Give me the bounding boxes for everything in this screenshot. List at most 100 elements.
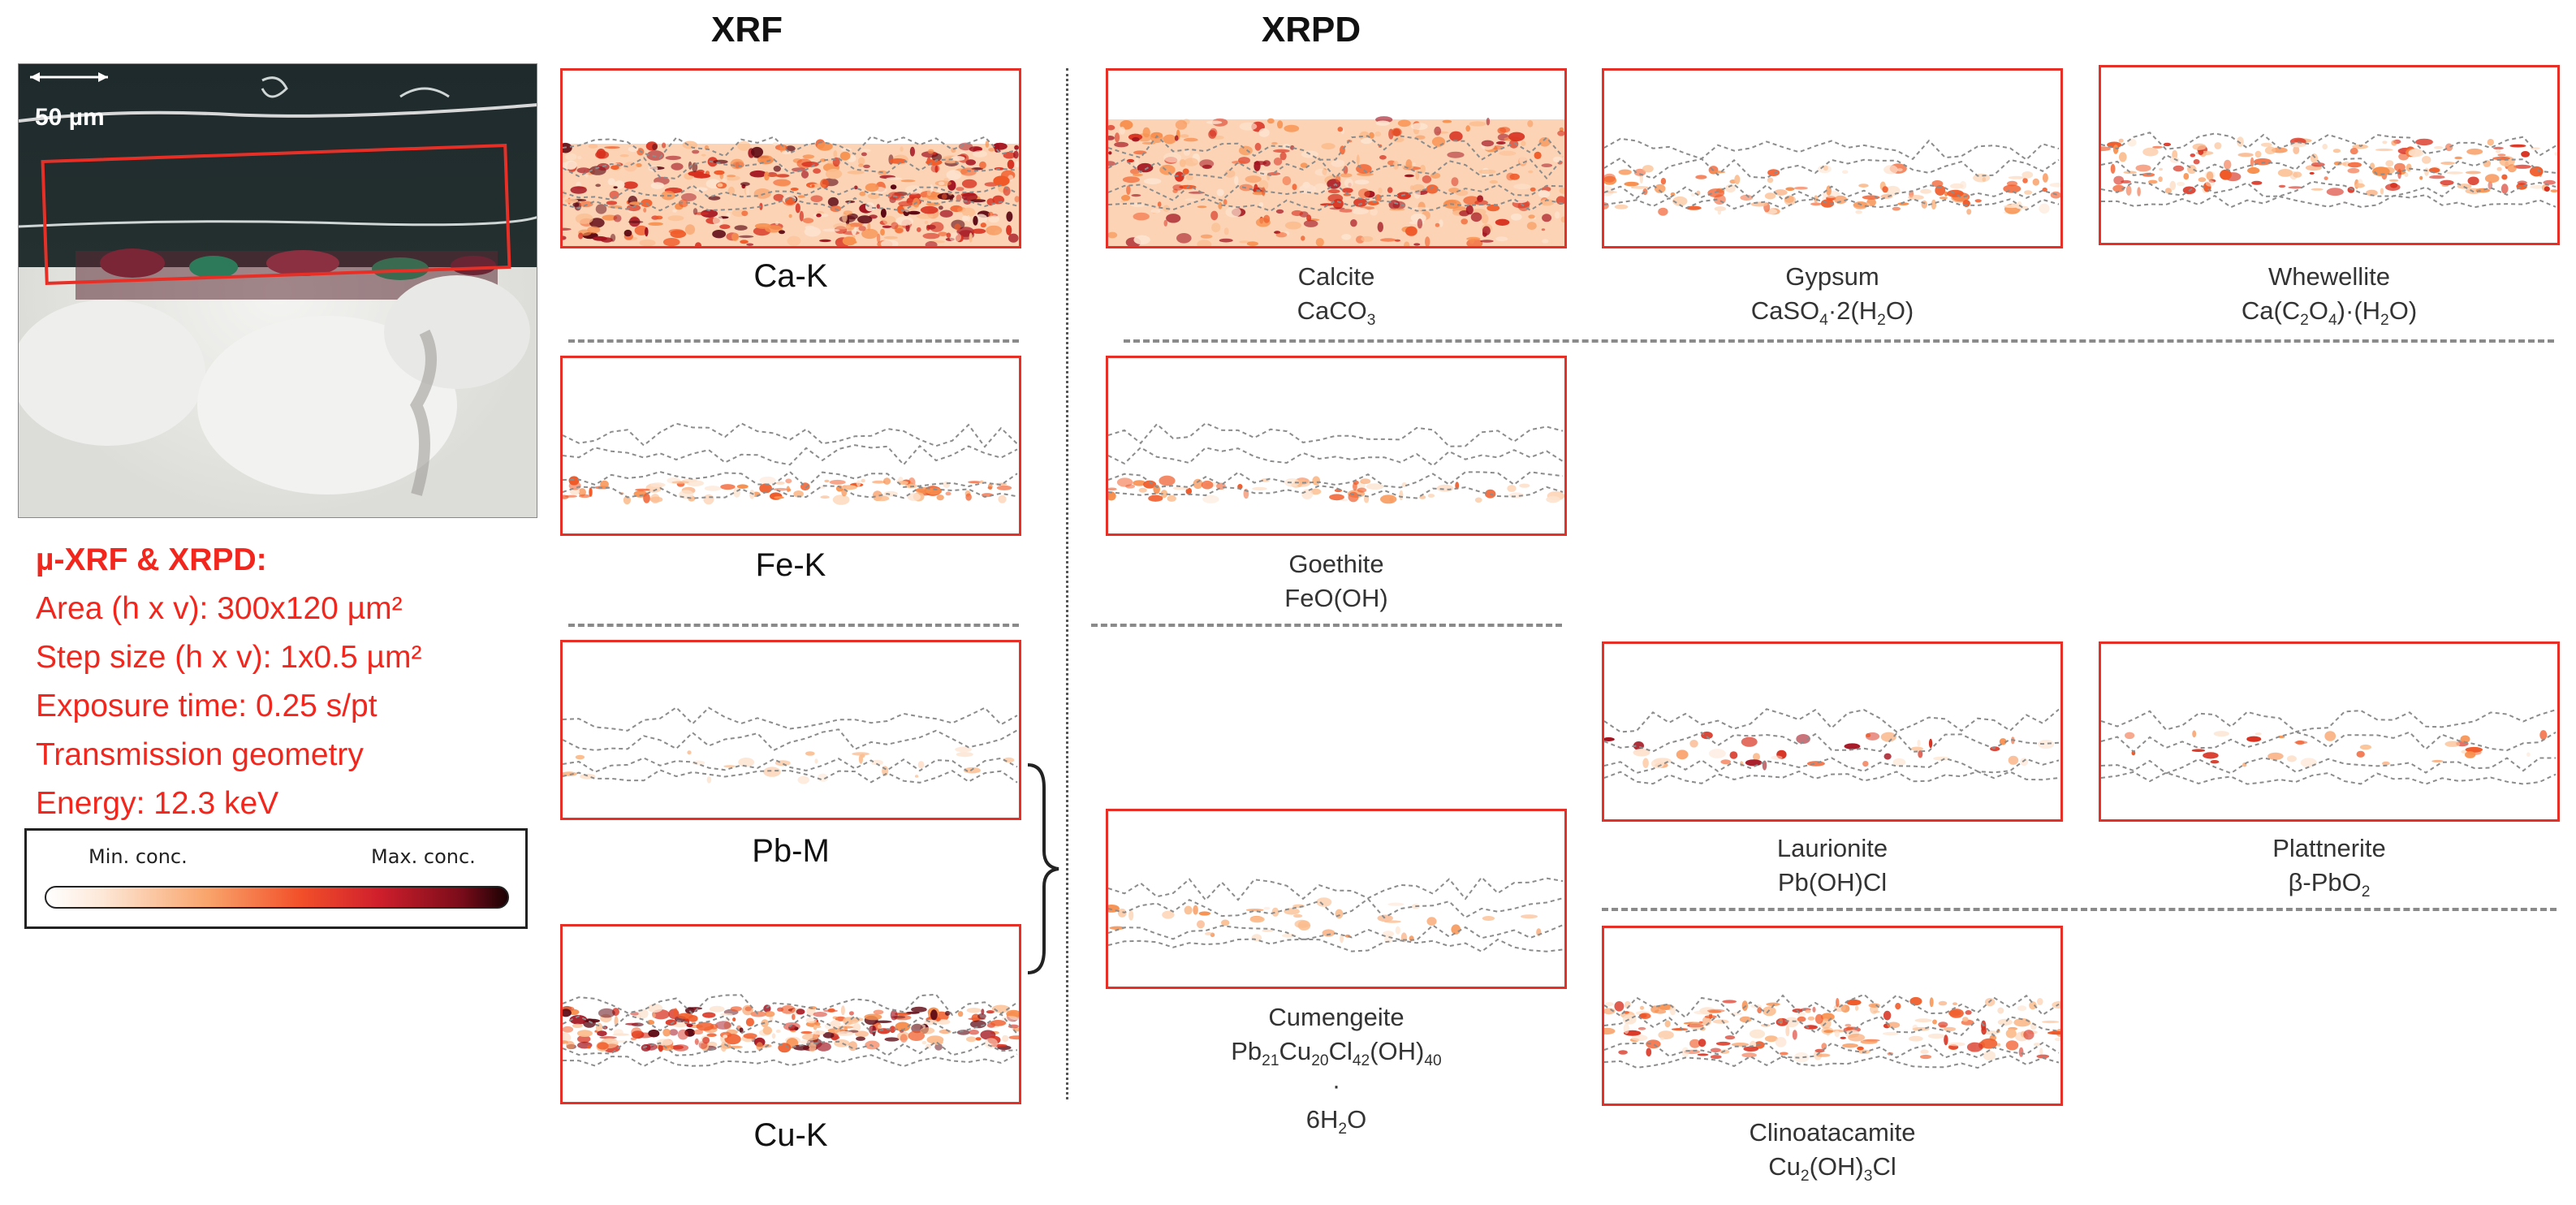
map-pixel-cluster xyxy=(900,1030,904,1033)
map-pixel-cluster xyxy=(2422,156,2431,164)
map-pixel-cluster xyxy=(2054,1037,2060,1042)
map-pixel-cluster xyxy=(1933,756,1950,761)
map-pixel-cluster xyxy=(606,201,618,205)
map-pixel-cluster xyxy=(1162,910,1175,919)
layer-contour xyxy=(563,1039,1018,1057)
map-pixel-cluster xyxy=(1697,1053,1709,1056)
map-pixel-cluster xyxy=(639,239,656,246)
map-pixel-cluster xyxy=(1271,907,1279,917)
map-pixel-cluster xyxy=(1126,158,1135,163)
map-pixel-cluster xyxy=(2033,1043,2041,1047)
map-pixel-cluster xyxy=(713,159,728,164)
map-pixel-cluster xyxy=(1331,159,1345,167)
map-pixel-cluster xyxy=(1959,180,1967,190)
map-pixel-cluster xyxy=(1866,732,1871,738)
map-pixel-cluster xyxy=(1179,159,1186,167)
map-pixel-cluster xyxy=(564,198,579,204)
map-pixel-cluster xyxy=(1430,172,1441,179)
layer-contour xyxy=(563,157,1018,180)
map-pixel-cluster xyxy=(890,184,897,190)
map-pixel-cluster xyxy=(1163,152,1182,163)
xrpd-label-gypsum: Gypsum CaSO4·2(H2O) xyxy=(1602,260,2063,328)
map-pixel-cluster xyxy=(570,186,587,194)
map-canvas xyxy=(2101,709,2557,785)
map-pixel-cluster xyxy=(2354,183,2365,188)
map-pixel-cluster xyxy=(800,1030,813,1034)
map-pixel-cluster xyxy=(1614,1001,1625,1012)
map-pixel-cluster xyxy=(1197,205,1207,209)
map-pixel-cluster xyxy=(998,495,1007,503)
map-pixel-cluster xyxy=(1303,219,1318,227)
map-pixel-cluster xyxy=(1806,761,1825,767)
map-pixel-cluster xyxy=(643,207,647,213)
map-pixel-cluster xyxy=(799,210,804,222)
map-pixel-cluster xyxy=(2159,167,2164,171)
map-pixel-cluster xyxy=(1807,1016,1815,1021)
map-pixel-cluster xyxy=(1689,1039,1701,1048)
map-pixel-cluster xyxy=(1676,749,1689,760)
map-pixel-cluster xyxy=(688,1015,698,1022)
map-pixel-cluster xyxy=(816,1042,831,1052)
map-pixel-cluster xyxy=(2324,731,2337,741)
map-pixel-cluster xyxy=(836,1030,853,1036)
map-pixel-cluster xyxy=(740,240,749,244)
map-pixel-cluster xyxy=(863,164,870,169)
map-pixel-cluster xyxy=(1654,1009,1667,1014)
map-pixel-cluster xyxy=(687,750,692,755)
map-pixel-cluster xyxy=(1340,934,1344,944)
map-pixel-cluster xyxy=(797,775,809,784)
map-pixel-cluster xyxy=(2024,190,2033,195)
map-pixel-cluster xyxy=(1557,130,1564,136)
map-pixel-cluster xyxy=(2210,760,2220,764)
map-pixel-cluster xyxy=(827,1008,835,1013)
map-pixel-cluster xyxy=(669,1029,679,1036)
map-pixel-cluster xyxy=(833,150,838,158)
map-pixel-cluster xyxy=(643,493,650,503)
map-pixel-cluster xyxy=(662,238,680,246)
map-pixel-cluster xyxy=(1184,198,1199,201)
map-pixel-cluster xyxy=(1757,1007,1763,1013)
map-pixel-cluster xyxy=(1508,132,1525,141)
map-pixel-cluster xyxy=(973,215,978,226)
map-pixel-cluster xyxy=(961,179,977,188)
map-pixel-cluster xyxy=(1482,916,1495,921)
map-pixel-cluster xyxy=(563,1026,574,1033)
map-pixel-cluster xyxy=(702,1012,716,1018)
map-pixel-cluster xyxy=(1206,120,1223,124)
legend-max-label: Max. conc. xyxy=(371,845,476,868)
map-pixel-cluster xyxy=(914,775,919,778)
map-pixel-cluster xyxy=(2496,166,2502,171)
map-pixel-cluster xyxy=(576,167,591,174)
map-pixel-cluster xyxy=(2125,732,2135,740)
map-pixel-cluster xyxy=(799,1040,811,1044)
map-pixel-cluster xyxy=(719,224,731,230)
map-pixel-cluster xyxy=(814,1025,822,1029)
map-pixel-cluster xyxy=(1193,905,1198,915)
map-pixel-cluster xyxy=(1542,239,1549,244)
map-pixel-cluster xyxy=(1638,1026,1646,1030)
map-pixel-cluster xyxy=(852,752,869,756)
map-pixel-cluster xyxy=(1221,919,1230,926)
xrpd-map-laurionite xyxy=(1602,641,2063,822)
map-pixel-cluster xyxy=(1442,119,1452,123)
map-pixel-cluster xyxy=(1447,151,1465,158)
map-pixel-cluster xyxy=(1845,1023,1852,1027)
map-pixel-cluster xyxy=(1965,1010,1972,1015)
map-pixel-cluster xyxy=(2247,166,2260,175)
map-pixel-cluster xyxy=(1377,222,1383,232)
map-pixel-cluster xyxy=(1767,177,1774,184)
map-pixel-cluster xyxy=(1245,175,1262,184)
map-pixel-cluster xyxy=(1793,1052,1810,1063)
map-canvas xyxy=(2101,132,2557,209)
map-pixel-cluster xyxy=(802,154,814,159)
map-pixel-cluster xyxy=(2465,751,2476,758)
map-pixel-cluster xyxy=(1895,1003,1901,1010)
map-pixel-cluster xyxy=(671,481,689,484)
map-pixel-cluster xyxy=(1116,477,1133,487)
map-pixel-cluster xyxy=(1623,1023,1629,1034)
map-pixel-cluster xyxy=(1297,923,1311,928)
map-pixel-cluster xyxy=(920,205,938,214)
map-pixel-cluster xyxy=(816,213,822,218)
map-pixel-cluster xyxy=(2419,175,2423,180)
xrf-header: XRF xyxy=(711,10,783,50)
